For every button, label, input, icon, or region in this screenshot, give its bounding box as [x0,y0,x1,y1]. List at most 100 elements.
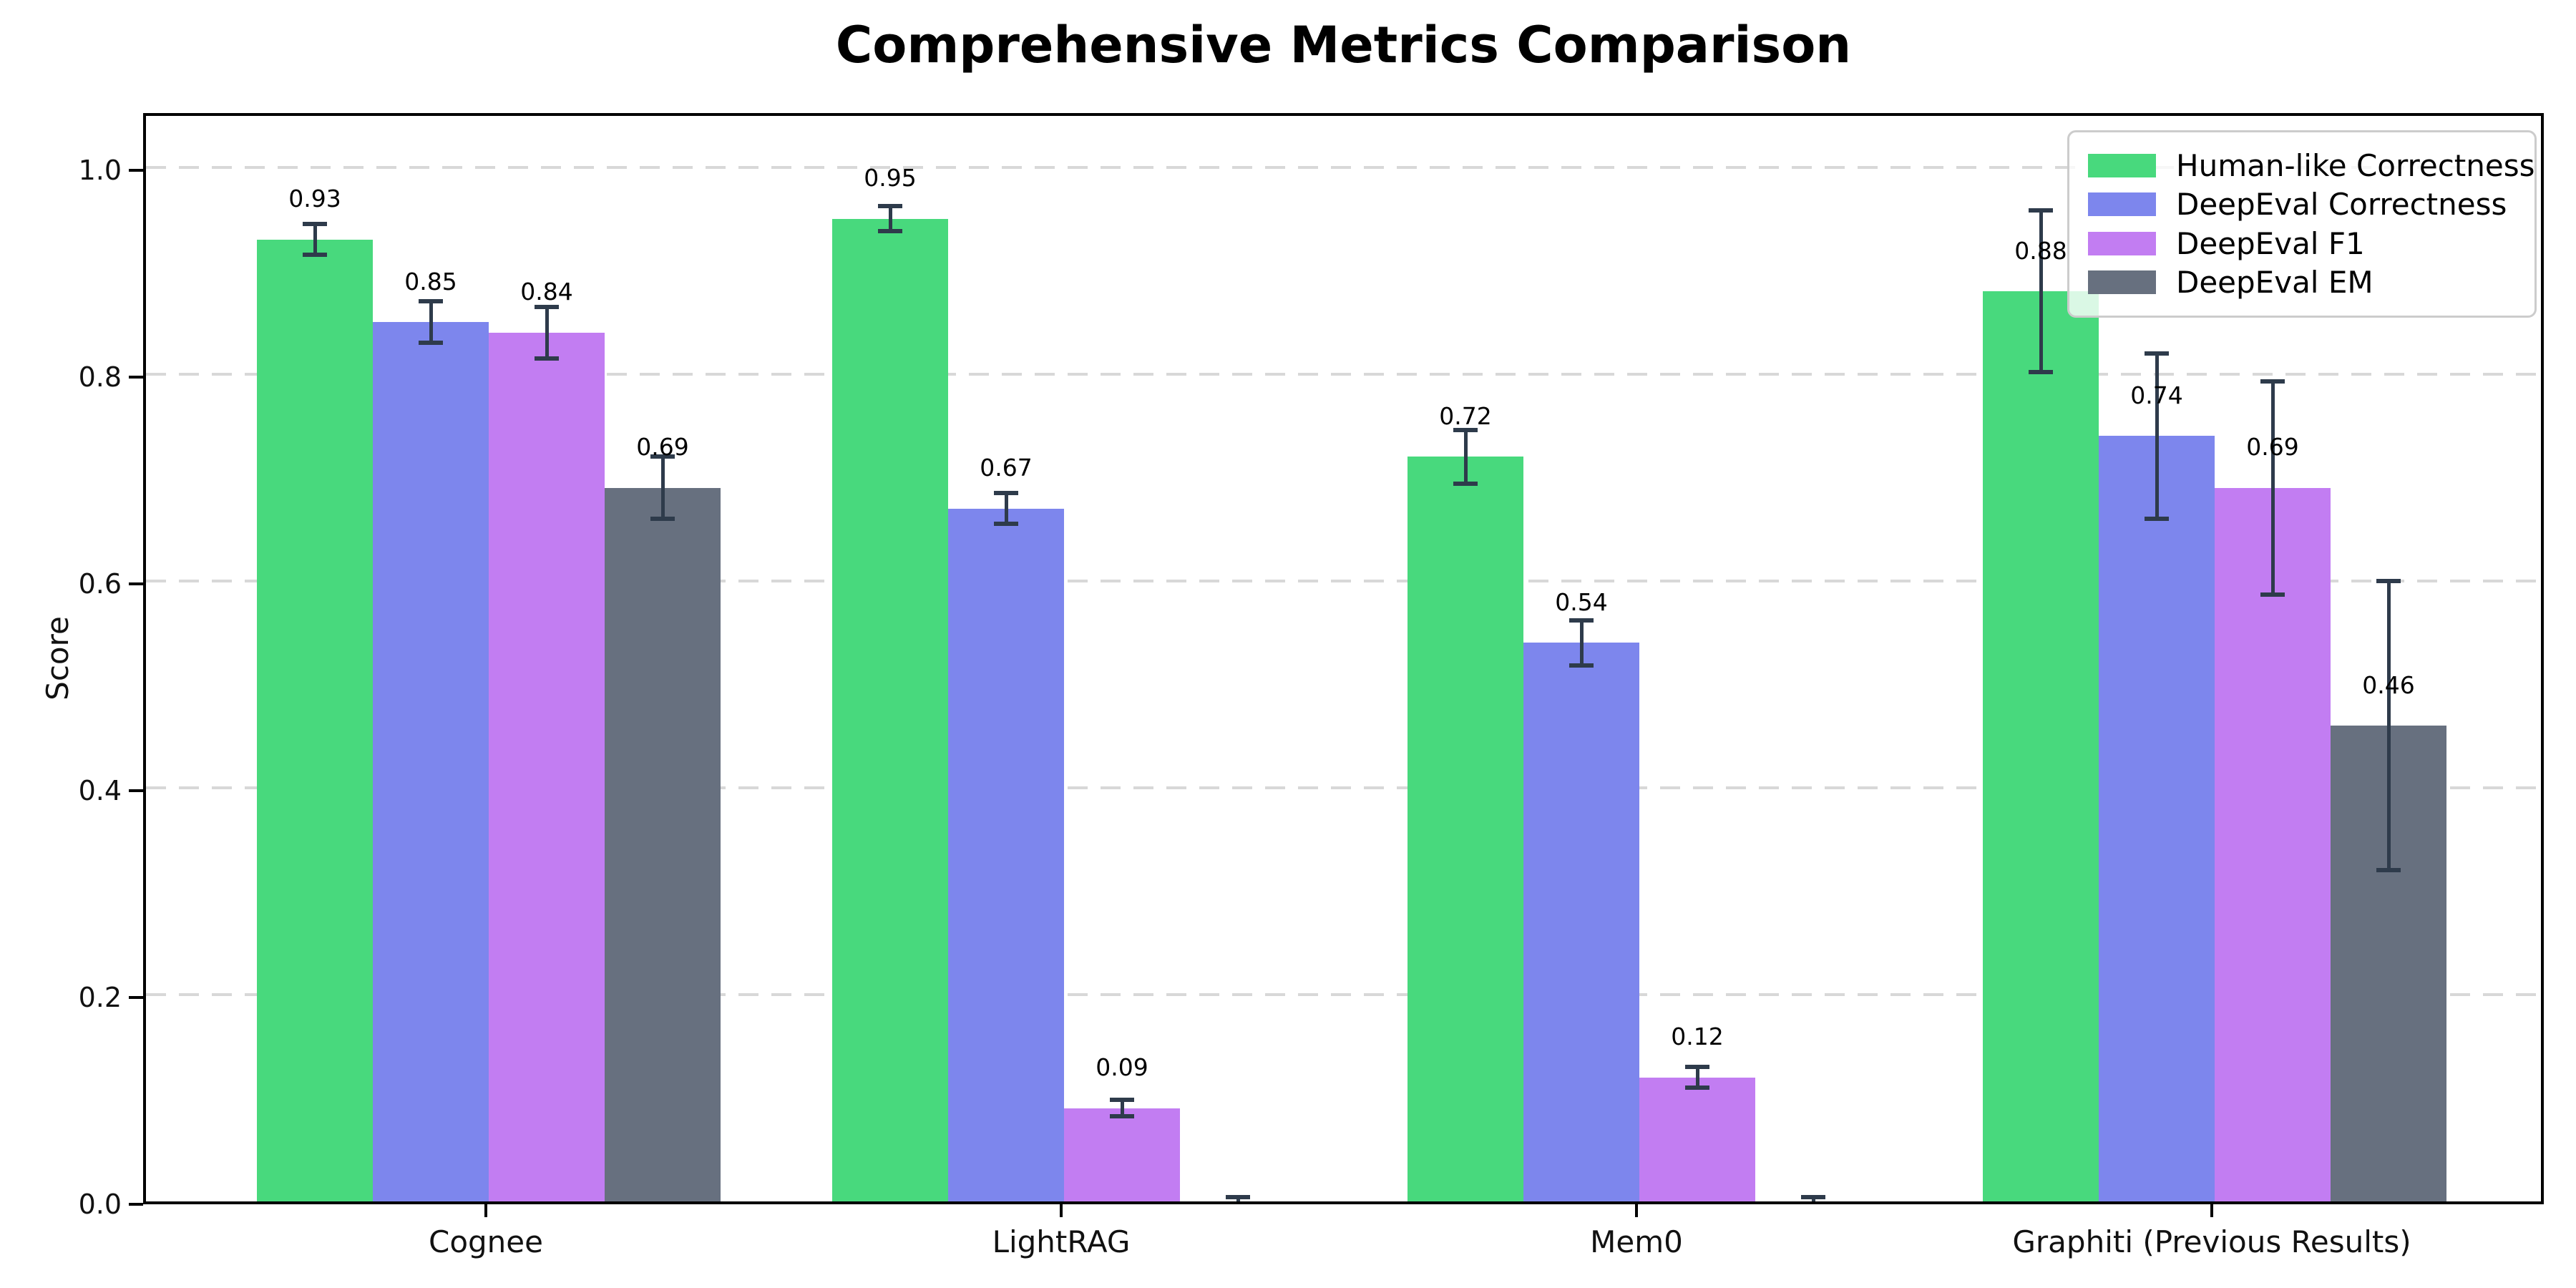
bar-deepeval-correctness-0 [373,322,489,1201]
legend-label-1: DeepEval Correctness [2176,187,2507,223]
legend-swatch-3 [2088,270,2156,295]
x-tick-label-1: LightRAG [992,1224,1131,1259]
error-bar-line-0-3 [2039,210,2043,372]
error-bar-cap-bottom-0-2 [1453,481,1478,486]
x-tickmark-2 [1635,1204,1638,1217]
error-bar-cap-top-0-2 [1453,427,1478,432]
bar-value-label-0-3: 0.88 [2014,236,2067,265]
bar-deepeval-correctness-2 [1523,643,1639,1201]
bar-value-label-3-3: 0.46 [2362,670,2415,699]
bar-value-label-1-2: 0.54 [1555,587,1608,616]
legend-item-human-like-correctness: Human-like Correctness [2088,147,2535,184]
y-tickmark-0.6 [129,582,143,585]
error-bar-cap-bottom-0-1 [878,229,902,234]
x-tickmark-3 [2210,1204,2213,1217]
bar-value-label-1-1: 0.67 [980,454,1033,482]
gridline-1.0 [146,165,2541,169]
error-bar-line-2-3 [2270,381,2275,595]
y-tick-label-0.0: 0.0 [78,1189,122,1220]
error-bar-line-2-2 [1695,1067,1699,1088]
error-bar-cap-bottom-2-3 [2260,592,2285,597]
error-bar-cap-top-1-3 [2145,351,2169,356]
error-bar-cap-top-2-0 [535,304,559,309]
bar-deepeval-f1-1 [1064,1108,1180,1201]
y-tick-label-0.4: 0.4 [78,774,122,806]
legend-swatch-2 [2088,231,2156,255]
error-bar-cap-top-2-2 [1685,1065,1709,1070]
error-bar-cap-bottom-0-3 [2029,369,2053,374]
error-bar-cap-bottom-3-0 [650,516,675,521]
y-tickmark-0.4 [129,789,143,792]
x-tickmark-1 [1060,1204,1063,1217]
error-bar-cap-top-1-2 [1569,618,1594,623]
bar-human-like-correctness-2 [1407,457,1523,1201]
bar-human-like-correctness-1 [832,218,948,1201]
gridline-0.2 [146,992,2541,996]
error-bar-line-3-0 [660,457,665,519]
y-tickmark-1.0 [129,168,143,172]
error-bar-cap-top-0-3 [2029,208,2053,213]
y-tick-label-0.6: 0.6 [78,567,122,600]
bar-deepeval-f1-3 [2215,487,2331,1201]
error-bar-cap-top-2-3 [2260,379,2285,384]
error-bar-cap-top-1-1 [994,490,1018,495]
error-bar-cap-top-0-1 [878,204,902,209]
error-bar-line-1-0 [429,301,433,343]
error-bar-line-2-0 [545,306,549,358]
gridline-0.4 [146,786,2541,789]
error-bar-cap-top-3-2 [1801,1195,1825,1200]
error-bar-cap-bottom-1-1 [994,522,1018,527]
y-tick-label-0.2: 0.2 [78,981,122,1013]
bar-value-label-1-3: 0.74 [2130,381,2183,409]
gridline-0.6 [146,579,2541,582]
y-tick-label-1.0: 1.0 [78,154,122,186]
error-bar-cap-top-3-1 [1226,1195,1250,1200]
error-bar-cap-bottom-0-0 [303,253,327,258]
bar-deepeval-em-0 [605,487,721,1201]
error-bar-line-0-0 [313,224,317,255]
legend: Human-like Correctness DeepEval Correctne… [2067,130,2537,318]
bar-deepeval-f1-2 [1639,1077,1755,1201]
error-bar-cap-bottom-1-3 [2145,516,2169,521]
x-tick-label-0: Cognee [429,1224,543,1259]
error-bar-line-2-1 [1120,1100,1124,1117]
bar-value-label-0-0: 0.93 [288,185,341,213]
x-tick-label-3: Graphiti (Previous Results) [2012,1224,2411,1259]
bar-value-label-3-0: 0.69 [636,433,689,462]
x-tick-label-2: Mem0 [1590,1224,1683,1259]
bar-deepeval-correctness-1 [948,508,1064,1201]
error-bar-line-1-1 [1004,492,1008,525]
x-tickmark-0 [484,1204,487,1217]
legend-item-deepeval-f1: DeepEval F1 [2088,225,2516,262]
y-tickmark-0.2 [129,995,143,999]
y-tick-label-0.8: 0.8 [78,361,122,393]
bar-deepeval-f1-0 [489,332,605,1201]
error-bar-cap-top-1-0 [419,299,443,304]
error-bar-line-1-3 [2155,353,2159,519]
chart-title: Comprehensive Metrics Comparison [835,16,1852,74]
legend-swatch-0 [2088,153,2156,177]
error-bar-cap-top-2-1 [1110,1098,1134,1103]
legend-item-deepeval-em: DeepEval EM [2088,264,2516,301]
error-bar-cap-bottom-1-0 [419,341,443,346]
y-axis-label: Score [39,616,75,701]
bar-value-label-0-1: 0.95 [864,164,917,192]
bar-human-like-correctness-0 [257,239,373,1201]
error-bar-cap-top-3-3 [2376,578,2401,583]
gridline-0.8 [146,372,2541,376]
error-bar-line-1-2 [1579,620,1584,666]
bar-deepeval-correctness-3 [2099,436,2215,1201]
error-bar-line-0-1 [888,206,892,232]
error-bar-cap-top-3-0 [650,454,675,459]
legend-swatch-1 [2088,192,2156,217]
legend-label-3: DeepEval EM [2176,265,2373,301]
error-bar-line-0-2 [1463,429,1468,484]
y-tickmark-0.0 [129,1203,143,1206]
bar-value-label-2-3: 0.69 [2246,433,2299,462]
bar-value-label-0-2: 0.72 [1439,401,1492,430]
bar-value-label-2-2: 0.12 [1671,1023,1724,1051]
legend-label-0: Human-like Correctness [2176,147,2535,183]
error-bar-cap-bottom-2-0 [535,356,559,361]
bar-value-label-2-0: 0.84 [520,278,573,306]
